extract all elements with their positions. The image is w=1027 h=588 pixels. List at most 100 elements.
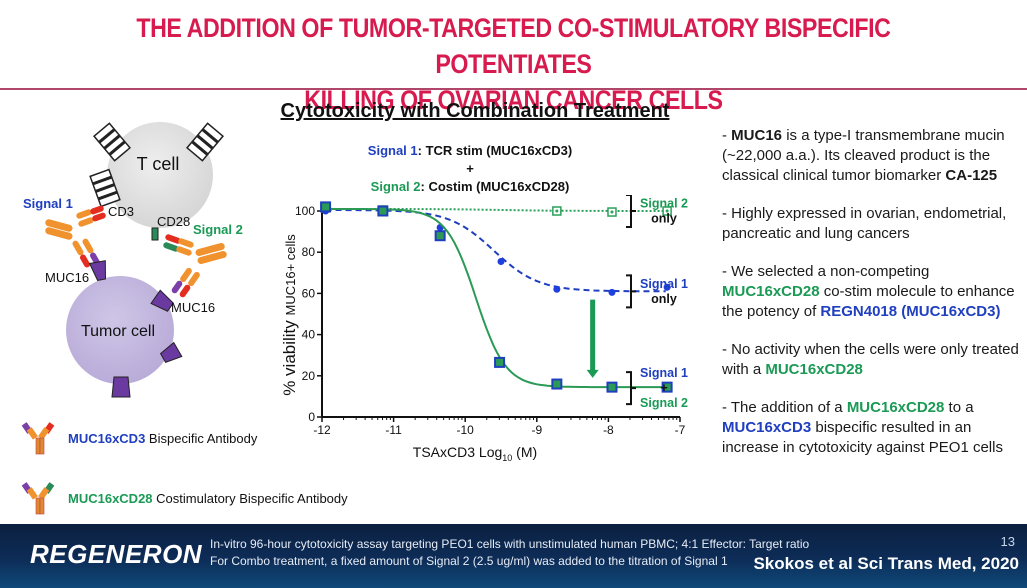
muc16-receptor-icon bbox=[111, 376, 131, 398]
legend-row-cd28: MUC16xCD28 Costimulatory Bispecific Anti… bbox=[20, 480, 348, 516]
muc16-label-right: MUC16 bbox=[171, 300, 215, 315]
legend-cd28-desc: Costimulatory Bispecific Antibody bbox=[152, 490, 348, 506]
series-label: Signal 2 bbox=[640, 197, 688, 211]
footer-notes: In-vitro 96-hour cytotoxicity assay targ… bbox=[210, 536, 809, 570]
muc16xcd3-antibody-icon bbox=[45, 205, 106, 268]
y-tick-label: 100 bbox=[295, 204, 315, 218]
signal2-desc: : Costim (MUC16xCD28) bbox=[420, 179, 570, 194]
tumor-cell-label: Tumor cell bbox=[81, 323, 155, 340]
bullet-item: - MUC16 is a type-I transmembrane mucin … bbox=[722, 126, 1022, 186]
bullet-text-segment: MUC16xCD28 bbox=[722, 283, 820, 300]
bullet-text-segment: MUC16xCD28 bbox=[846, 399, 945, 416]
series-bracket bbox=[626, 371, 636, 406]
tumor-cell bbox=[66, 276, 174, 384]
x-tick-label: -7 bbox=[675, 423, 686, 437]
y-tick-label: 60 bbox=[302, 286, 316, 300]
data-point bbox=[434, 230, 446, 242]
series-label: only bbox=[651, 212, 677, 226]
data-point-center bbox=[610, 210, 614, 214]
x-tick-label: -8 bbox=[603, 423, 614, 437]
bullet-text-segment: bispecific resulted in an increase in cy… bbox=[722, 419, 1003, 456]
t-cell bbox=[107, 122, 213, 228]
page-number: 13 bbox=[1000, 534, 1015, 549]
x-tick-label: -12 bbox=[313, 423, 331, 437]
y-axis-label-small: MUC16+ cells bbox=[283, 234, 298, 316]
legend-cd3-desc: Bispecific Antibody bbox=[145, 430, 258, 446]
data-point bbox=[606, 381, 618, 393]
slide-title-line-1: THE ADDITION OF TUMOR-TARGETED CO-STIMUL… bbox=[136, 13, 891, 79]
bispecific-antibody-cd3-icon bbox=[21, 422, 55, 455]
bispecific-antibody-cd28-icon bbox=[21, 482, 55, 515]
data-point bbox=[497, 257, 505, 265]
footer-note-2: For Combo treatment, a fixed amount of S… bbox=[210, 554, 728, 568]
signal2-name: Signal 2 bbox=[370, 179, 421, 194]
cd28-label: CD28 bbox=[157, 214, 190, 229]
data-point bbox=[661, 381, 673, 393]
bullet-item: - Highly expressed in ovarian, endometri… bbox=[722, 204, 1022, 244]
series-line bbox=[325, 209, 666, 293]
effect-arrow-head bbox=[586, 369, 599, 378]
x-tick-label: -9 bbox=[531, 423, 542, 437]
cd3-label: CD3 bbox=[108, 204, 134, 219]
muc16-receptor-icon bbox=[88, 260, 106, 281]
signal2-label: Signal 2 bbox=[193, 222, 243, 237]
cd28-receptor-icon bbox=[151, 227, 159, 241]
regeneron-logo: REGENERON bbox=[30, 539, 203, 569]
bullet-text-segment: CA-125 bbox=[945, 167, 998, 184]
x-axis-label-main: TSAxCD3 Log bbox=[413, 444, 502, 460]
data-point bbox=[377, 205, 389, 217]
bullet-text-segment: - The addition of a bbox=[722, 399, 847, 416]
bullet-text-segment: MUC16 bbox=[731, 127, 783, 144]
muc16xcd28-antibody-icon bbox=[163, 234, 227, 298]
chart-series bbox=[320, 201, 673, 393]
data-point bbox=[663, 283, 671, 291]
cd3-receptor-icon bbox=[89, 168, 121, 208]
bullet-item: - The addition of a MUC16xCD28 to a MUC1… bbox=[722, 398, 1022, 458]
tcr-receptor-icon bbox=[185, 122, 225, 162]
bullet-list: - MUC16 is a type-I transmembrane mucin … bbox=[722, 126, 1022, 476]
slide-title-line-2: KILLING OF OVARIAN CANCER CELLS bbox=[304, 85, 723, 115]
bullet-item: - We selected a non-competing MUC16xCD28… bbox=[722, 262, 1022, 322]
y-tick-label: 20 bbox=[302, 369, 316, 383]
bullet-text-segment: REGN4018 (MUC16xCD3) bbox=[820, 303, 1001, 320]
signal-legend: Signal 1: TCR stim (MUC16xCD3) + Signal … bbox=[290, 142, 650, 196]
legend-cd3-name: MUC16xCD3 bbox=[68, 430, 146, 446]
signal-plus: + bbox=[466, 161, 474, 176]
data-point bbox=[551, 378, 563, 390]
bullet-text-segment: - Highly expressed in ovarian, endometri… bbox=[722, 205, 1007, 242]
y-tick-label: 40 bbox=[302, 328, 316, 342]
x-tick-label: -10 bbox=[457, 423, 475, 437]
chart-title: Cytotoxicity with Combination Treatment bbox=[280, 100, 670, 122]
series-label: + bbox=[660, 381, 667, 395]
data-point bbox=[494, 356, 506, 368]
chart-axes: 0 20 40 60 80 100 -12 -11 -10 -9 -8 -7 bbox=[295, 204, 686, 437]
tcr-receptor-icon bbox=[92, 122, 132, 162]
series-label: Signal 2 bbox=[640, 396, 688, 410]
y-axis-label-main: % viability bbox=[280, 315, 299, 395]
series-label: Signal 1 bbox=[640, 277, 688, 291]
series-label: Signal 1 bbox=[640, 366, 688, 380]
legend-cd28-name: MUC16xCD28 bbox=[68, 490, 153, 506]
mechanism-diagram: T cell CD3 CD28 Signal 1 Signal 2 bbox=[23, 122, 243, 398]
signal1-desc: : TCR stim (MUC16xCD3) bbox=[417, 143, 573, 158]
y-tick-label: 80 bbox=[302, 245, 316, 259]
footer-bar: REGENERON In-vitro 96-hour cytotoxicity … bbox=[0, 524, 1027, 588]
data-point-center bbox=[555, 209, 559, 213]
signal1-name: Signal 1 bbox=[367, 143, 418, 158]
y-tick-label: 0 bbox=[308, 410, 315, 424]
data-point bbox=[608, 288, 616, 296]
y-axis-label: % viability MUC16+ cells bbox=[280, 234, 299, 396]
legend-row-cd3: MUC16xCD3 Bispecific Antibody bbox=[20, 420, 257, 456]
bullet-text-segment: to a bbox=[944, 399, 974, 416]
t-cell-label: T cell bbox=[137, 154, 180, 174]
data-point-center bbox=[665, 209, 669, 213]
signal1-label: Signal 1 bbox=[23, 196, 73, 211]
x-tick-label: -11 bbox=[385, 423, 402, 437]
bullet-item: - No activity when the cells were only t… bbox=[722, 340, 1022, 380]
bullet-text-segment: MUC16xCD28 bbox=[765, 361, 863, 378]
x-axis-label-tail: (M) bbox=[512, 444, 537, 460]
bullet-text-segment: co-stim molecule to enhance the potency … bbox=[722, 283, 1015, 320]
bullet-text-segment: is a type-I transmembrane mucin (~22,000… bbox=[722, 127, 1005, 184]
muc16-label-left: MUC16 bbox=[45, 270, 89, 285]
